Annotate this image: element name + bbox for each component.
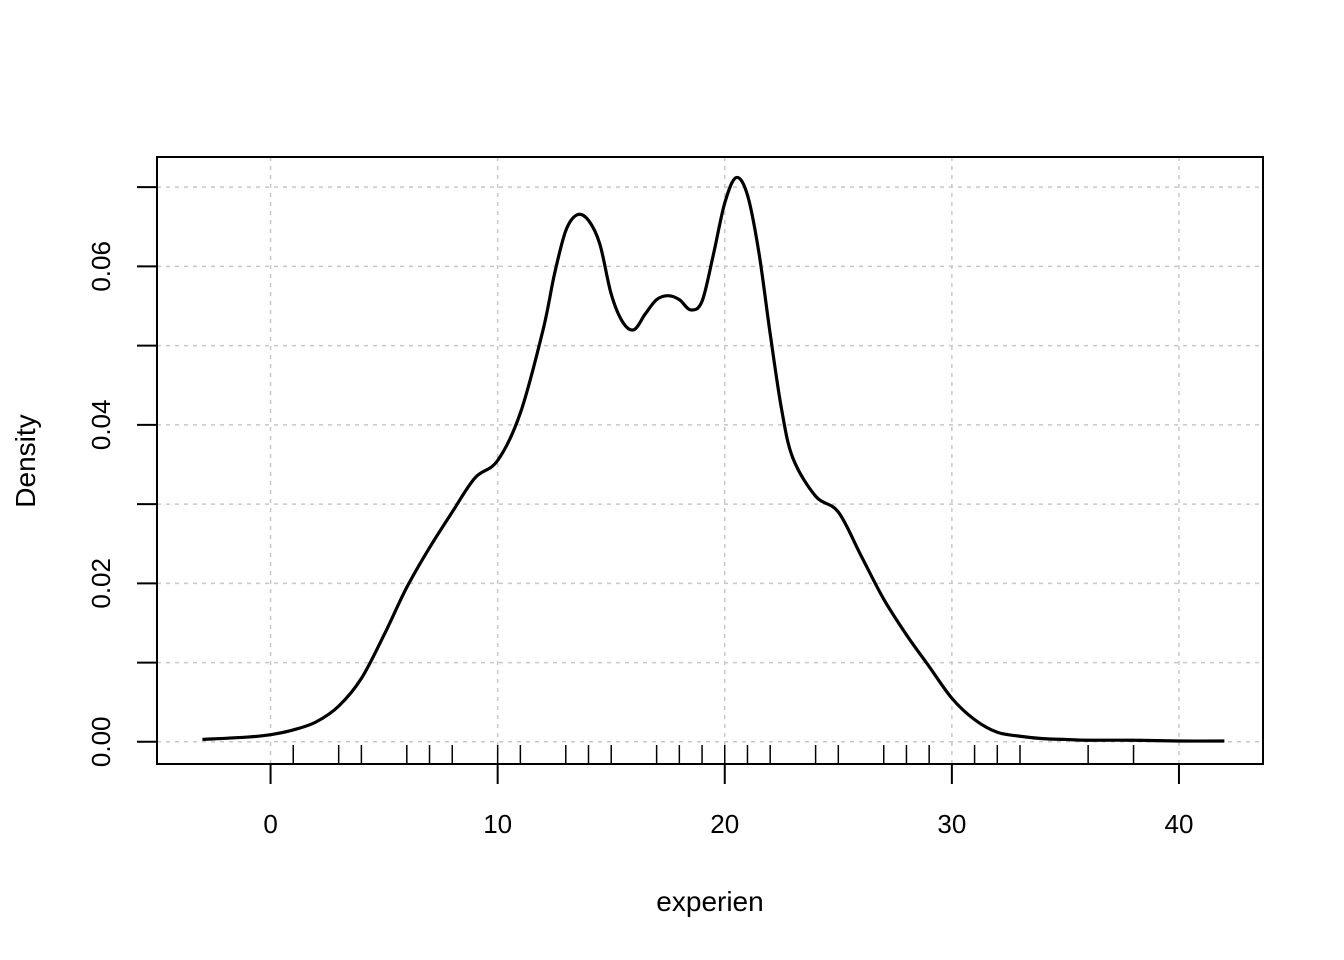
density-curve xyxy=(202,175,1225,743)
y-axis: 0.00 0.02 0.04 0.06 xyxy=(86,186,157,768)
y-tick-label: 0.02 xyxy=(86,558,116,609)
y-tick-label: 0.04 xyxy=(86,400,116,451)
y-tick-label: 0.06 xyxy=(86,241,116,292)
y-tick-label: 0.00 xyxy=(86,717,116,768)
y-axis-title: Density xyxy=(10,414,41,507)
rug-ticks xyxy=(292,745,1135,764)
x-tick-label: 20 xyxy=(710,809,739,839)
grid-lines xyxy=(157,157,1263,764)
x-axis-title: experien xyxy=(656,886,763,917)
x-tick-label: 40 xyxy=(1165,809,1194,839)
x-tick-label: 30 xyxy=(937,809,966,839)
x-axis: 0 10 20 30 40 xyxy=(263,764,1193,839)
x-tick-label: 10 xyxy=(483,809,512,839)
x-tick-label: 0 xyxy=(263,809,277,839)
plot-frame xyxy=(156,156,1264,765)
